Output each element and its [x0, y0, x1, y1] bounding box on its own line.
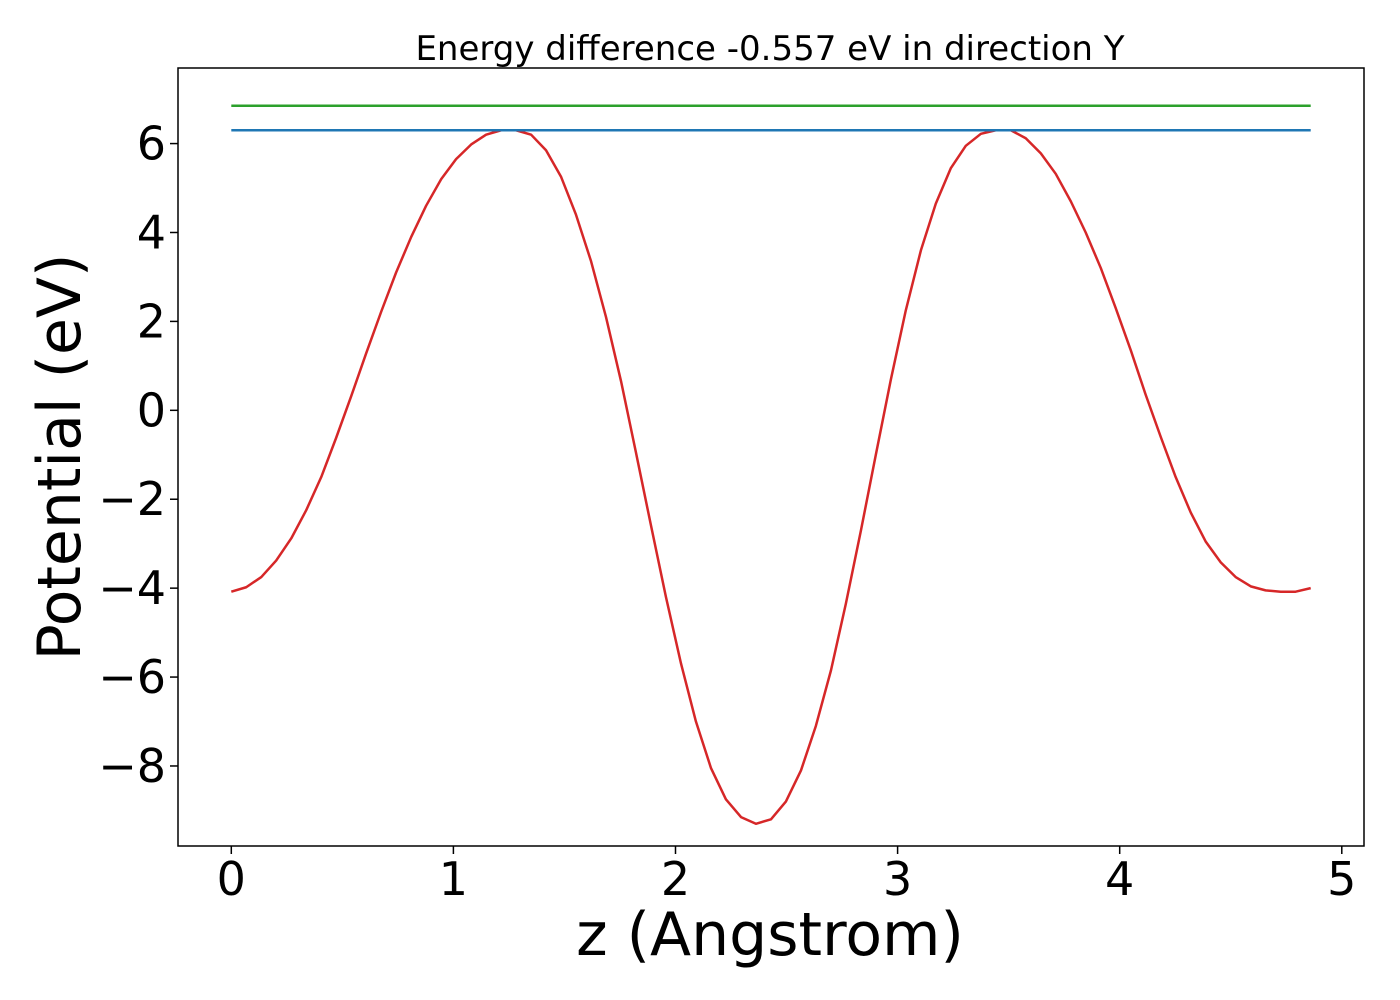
series-potential-curve: [230, 128, 1311, 826]
x-axis: 0 1 2 3 4 5: [217, 846, 1356, 906]
x-axis-label: z (Angstrom): [576, 900, 964, 970]
y-tick-label: −4: [98, 561, 166, 615]
y-tick-label: −6: [98, 650, 166, 704]
y-tick-label: 2: [137, 294, 166, 348]
x-tick-label: 2: [661, 852, 690, 906]
series-layer: [230, 104, 1311, 826]
y-tick-label: −2: [98, 472, 166, 526]
x-tick-label: 1: [439, 852, 468, 906]
y-tick-label: 0: [137, 383, 166, 437]
y-tick-label: 4: [137, 205, 166, 259]
y-tick-label: 6: [137, 117, 166, 171]
chart-title: Energy difference -0.557 eV in direction…: [415, 29, 1124, 69]
x-tick-label: 3: [883, 852, 912, 906]
x-tick-label: 0: [217, 852, 246, 906]
plot-frame: [177, 67, 1365, 847]
y-axis: 6 4 2 0 −2 −4 −6 −8: [98, 117, 178, 793]
y-tick-label: −8: [98, 739, 166, 793]
x-tick-label: 5: [1327, 852, 1356, 906]
y-axis-label: Potential (eV): [25, 254, 95, 661]
x-tick-label: 4: [1105, 852, 1134, 906]
